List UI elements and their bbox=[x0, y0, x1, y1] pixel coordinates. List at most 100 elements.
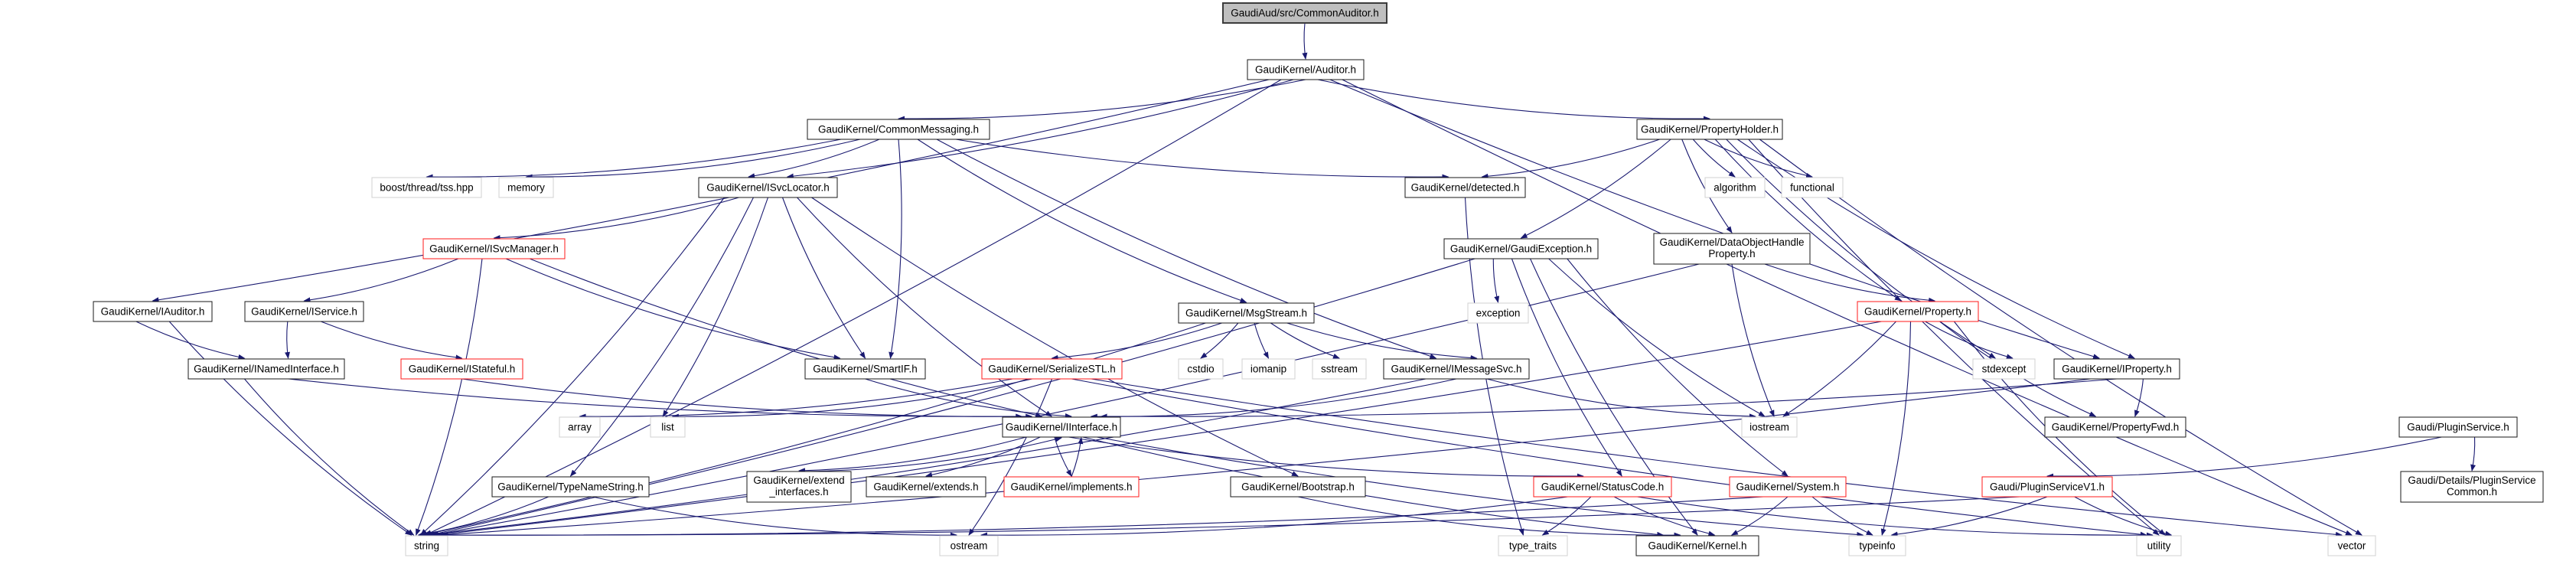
graph-node-smartif[interactable]: GaudiKernel/SmartIF.h bbox=[804, 358, 926, 380]
graph-node-kernel[interactable]: GaudiKernel/Kernel.h bbox=[1635, 535, 1759, 556]
node-box-istateful bbox=[400, 358, 523, 380]
node-box-array bbox=[559, 416, 601, 438]
node-box-auditor bbox=[1247, 59, 1365, 80]
graph-node-ostream[interactable]: ostream bbox=[939, 535, 999, 556]
node-layer: GaudiAud/src/CommonAuditor.h GaudiKernel/… bbox=[93, 2, 2544, 556]
graph-node-stdexcept[interactable]: stdexcept bbox=[1972, 358, 2036, 380]
graph-node-pluginservicev1[interactable]: Gaudi/PluginServiceV1.h bbox=[1981, 476, 2113, 498]
edge-iauditor-inamedinterface bbox=[135, 321, 246, 360]
graph-node-isvcmanager[interactable]: GaudiKernel/ISvcManager.h bbox=[422, 238, 566, 259]
node-box-detected bbox=[1404, 177, 1526, 198]
graph-node-gaudiexception[interactable]: GaudiKernel/GaudiException.h bbox=[1443, 238, 1599, 259]
graph-node-memory[interactable]: memory bbox=[498, 177, 554, 198]
edge-implements-iinterface bbox=[1071, 437, 1084, 478]
graph-node-implements[interactable]: GaudiKernel/implements.h bbox=[1003, 476, 1140, 498]
graph-node-bootstrap[interactable]: GaudiKernel/Bootstrap.h bbox=[1230, 476, 1366, 498]
graph-node-statuscode[interactable]: GaudiKernel/StatusCode.h bbox=[1533, 476, 1672, 498]
graph-node-system[interactable]: GaudiKernel/System.h bbox=[1729, 476, 1847, 498]
graph-node-extendinterfaces[interactable]: GaudiKernel/extend _interfaces.h bbox=[746, 471, 852, 503]
graph-node-serializestl[interactable]: GaudiKernel/SerializeSTL.h bbox=[981, 358, 1123, 380]
edge-iinterface-extendinterfaces bbox=[798, 436, 1026, 474]
graph-node-istateful[interactable]: GaudiKernel/IStateful.h bbox=[400, 358, 523, 380]
graph-node-iostream[interactable]: iostream bbox=[1741, 416, 1798, 438]
edge-auditor-isvclocator bbox=[786, 79, 1294, 179]
node-box-extends bbox=[866, 476, 986, 498]
node-label-propertyholder: GaudiKernel/PropertyHolder.h bbox=[1641, 124, 1779, 135]
edge-inamedinterface-iinterface bbox=[288, 378, 1023, 419]
node-box-isvclocator bbox=[698, 177, 838, 198]
edge-msgstream-serializestl bbox=[1051, 322, 1222, 361]
graph-node-iproperty[interactable]: GaudiKernel/IProperty.h bbox=[2053, 358, 2180, 380]
graph-node-array[interactable]: array bbox=[559, 416, 601, 438]
node-label-list: list bbox=[661, 422, 674, 433]
node-label-commonmessaging: GaudiKernel/CommonMessaging.h bbox=[818, 124, 979, 135]
graph-node-msgstream[interactable]: GaudiKernel/MsgStream.h bbox=[1178, 302, 1315, 324]
edge-inamedinterface-string bbox=[244, 378, 415, 536]
node-box-msgstream bbox=[1178, 302, 1315, 324]
node-box-smartif bbox=[804, 358, 926, 380]
graph-node-iservice[interactable]: GaudiKernel/IService.h bbox=[244, 301, 364, 322]
graph-node-auditor[interactable]: GaudiKernel/Auditor.h bbox=[1247, 59, 1365, 80]
graph-node-property[interactable]: GaudiKernel/Property.h bbox=[1857, 301, 1979, 322]
edge-auditor-string bbox=[425, 79, 1282, 536]
graph-node-list[interactable]: list bbox=[650, 416, 686, 438]
graph-node-typetraits[interactable]: type_traits bbox=[1498, 535, 1568, 556]
graph-node-inamedinterface[interactable]: GaudiKernel/INamedInterface.h bbox=[187, 358, 345, 380]
edge-iservice-istateful bbox=[320, 321, 463, 361]
graph-node-utility[interactable]: utility bbox=[2136, 535, 2182, 556]
edge-commonmessaging-boosttss bbox=[426, 139, 842, 180]
graph-node-string[interactable]: string bbox=[405, 535, 448, 556]
graph-node-isvclocator[interactable]: GaudiKernel/ISvcLocator.h bbox=[698, 177, 838, 198]
node-box-imessagesvc bbox=[1383, 358, 1530, 380]
edge-isvclocator-isvcmanager bbox=[493, 197, 739, 241]
edge-commonmessaging-msgstream bbox=[917, 139, 1247, 303]
edge-msgstream-sstream bbox=[1270, 322, 1340, 359]
graph-node-dataobjecthandleproperty[interactable]: GaudiKernel/DataObjectHandle Property.h bbox=[1653, 233, 1811, 265]
graph-node-propertyholder[interactable]: GaudiKernel/PropertyHolder.h bbox=[1636, 119, 1783, 140]
graph-node-functional[interactable]: functional bbox=[1781, 177, 1844, 198]
graph-node-extends[interactable]: GaudiKernel/extends.h bbox=[866, 476, 986, 498]
edge-gaudiexception-kernel bbox=[1530, 258, 1698, 536]
graph-node-detected[interactable]: GaudiKernel/detected.h bbox=[1404, 177, 1526, 198]
edge-statuscode-typetraits bbox=[1541, 496, 1592, 536]
graph-node-sstream[interactable]: sstream bbox=[1312, 358, 1367, 380]
node-label-typetraits: type_traits bbox=[1509, 540, 1557, 552]
graph-node-pluginservice[interactable]: Gaudi/PluginService.h bbox=[2398, 416, 2518, 438]
edge-auditor-commonmessaging bbox=[898, 79, 1306, 122]
graph-node-vector[interactable]: vector bbox=[2327, 535, 2376, 556]
edge-isvcmanager-string bbox=[416, 258, 483, 536]
node-box-list bbox=[650, 416, 686, 438]
node-box-pluginservicev1 bbox=[1981, 476, 2113, 498]
node-label-iproperty: GaudiKernel/IProperty.h bbox=[2062, 364, 2172, 375]
node-label-extendinterfaces: GaudiKernel/extend _interfaces.h bbox=[753, 475, 844, 498]
node-label-property: GaudiKernel/Property.h bbox=[1864, 306, 1971, 318]
graph-node-commonauditor[interactable]: GaudiAud/src/CommonAuditor.h bbox=[1222, 2, 1387, 24]
edge-gaudiexception-string bbox=[429, 258, 1475, 537]
graph-node-iauditor[interactable]: GaudiKernel/IAuditor.h bbox=[93, 301, 213, 322]
graph-node-typeinfo[interactable]: typeinfo bbox=[1848, 535, 1906, 556]
graph-node-boosttss[interactable]: boost/thread/tss.hpp bbox=[371, 177, 482, 198]
edge-iinterface-extends bbox=[925, 436, 1041, 478]
edge-iproperty-iinterface bbox=[1100, 378, 2118, 419]
edge-isvclocator-smartif bbox=[781, 197, 866, 359]
edge-isvcmanager-iinterface bbox=[529, 258, 1043, 418]
edge-propertyholder-functional bbox=[1704, 139, 1813, 178]
edge-isvclocator-list bbox=[662, 197, 769, 417]
graph-node-commonmessaging[interactable]: GaudiKernel/CommonMessaging.h bbox=[807, 119, 990, 140]
node-label-bootstrap: GaudiKernel/Bootstrap.h bbox=[1241, 481, 1355, 493]
graph-node-pluginservicecommon[interactable]: Gaudi/Details/PluginService Common.h bbox=[2400, 471, 2544, 503]
graph-node-imessagesvc[interactable]: GaudiKernel/IMessageSvc.h bbox=[1383, 358, 1530, 380]
graph-node-iomanip[interactable]: iomanip bbox=[1241, 358, 1296, 380]
edge-auditor-vector bbox=[1342, 79, 2353, 536]
node-box-pluginservice bbox=[2398, 416, 2518, 438]
graph-node-algorithm[interactable]: algorithm bbox=[1704, 177, 1766, 198]
graph-node-iinterface[interactable]: GaudiKernel/IInterface.h bbox=[1002, 416, 1121, 438]
graph-node-typenamestring[interactable]: GaudiKernel/TypeNameString.h bbox=[491, 476, 650, 498]
edge-dataobjecthandleproperty-property bbox=[1764, 263, 1936, 303]
edge-iservice-inamedinterface bbox=[285, 321, 290, 359]
node-label-iomanip: iomanip bbox=[1251, 364, 1286, 375]
graph-node-exception[interactable]: exception bbox=[1467, 302, 1529, 324]
node-box-memory bbox=[498, 177, 554, 198]
graph-node-propertyfwd[interactable]: GaudiKernel/PropertyFwd.h bbox=[2044, 416, 2186, 438]
graph-node-cstdio[interactable]: cstdio bbox=[1178, 358, 1224, 380]
